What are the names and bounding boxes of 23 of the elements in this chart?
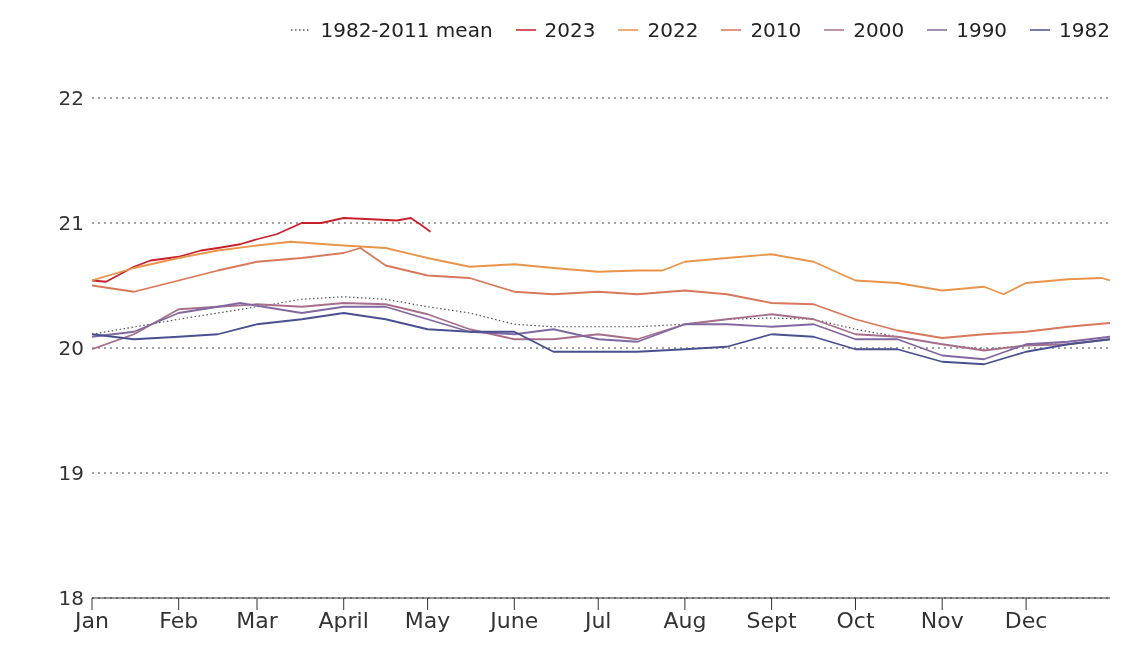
y-tick-label: 21: [58, 211, 84, 236]
x-tick-label: Mar: [236, 607, 279, 633]
legend-label: 2023: [543, 18, 596, 42]
legend-label: 1982-2011 mean: [319, 18, 493, 42]
y-tick-label: 22: [58, 86, 84, 111]
legend-label: 2000: [852, 18, 905, 42]
legend-label: 1982: [1058, 18, 1110, 42]
x-tick-label: April: [318, 607, 369, 633]
x-tick-label: Dec: [1004, 607, 1048, 633]
line-series: [92, 217, 432, 283]
x-tick-label: Sept: [746, 607, 798, 633]
y-tick-label: 19: [58, 461, 84, 486]
x-tick-label: Jul: [582, 607, 612, 633]
legend-label: 1990: [955, 18, 1008, 42]
y-tick-label: 20: [58, 336, 84, 361]
legend-label: 2010: [749, 18, 802, 42]
x-tick-label: May: [404, 607, 451, 633]
x-tick-label: June: [488, 607, 539, 633]
x-tick-label: Nov: [920, 607, 964, 633]
legend-label: 2022: [646, 18, 699, 42]
x-tick-label: Feb: [159, 607, 199, 633]
x-tick-label: Oct: [836, 607, 875, 633]
x-tick-label: Aug: [663, 607, 707, 633]
